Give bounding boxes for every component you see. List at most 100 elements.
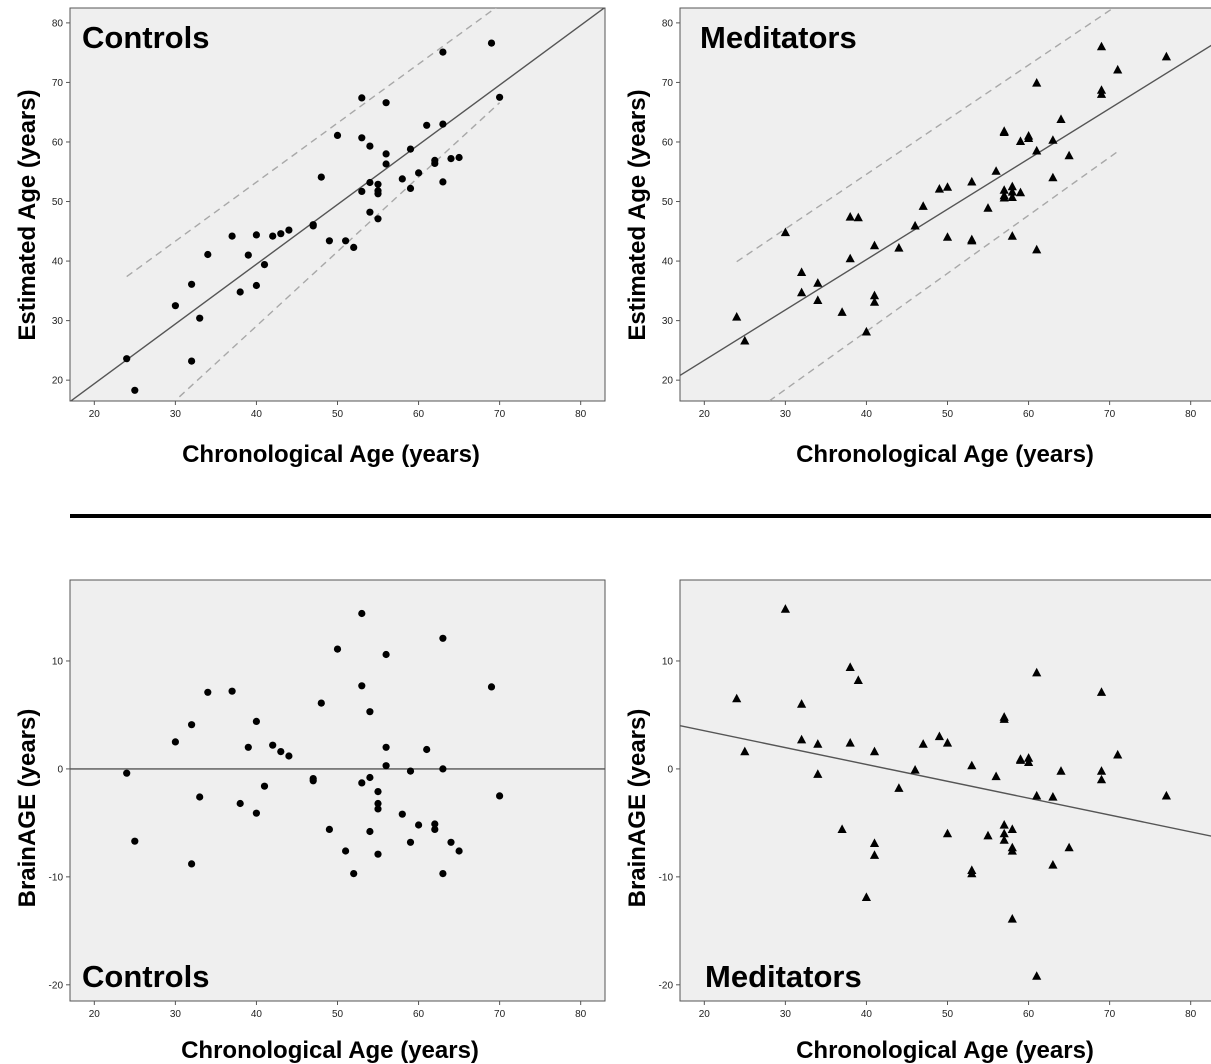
y-tick-label: 40 [52, 257, 64, 268]
data-point [350, 243, 358, 251]
data-point [342, 237, 350, 245]
data-point [1015, 136, 1026, 145]
data-point [236, 288, 244, 296]
x-tick-label: 40 [861, 1009, 873, 1020]
data-point [350, 870, 358, 878]
data-point [252, 809, 260, 817]
plot-area [69, 579, 606, 1002]
data-point [204, 250, 212, 259]
y-tick-label: 80 [52, 18, 64, 29]
data-point [861, 892, 871, 901]
data-point [439, 870, 447, 878]
data-point [813, 295, 823, 304]
data-point [374, 850, 382, 858]
data-point [228, 232, 236, 240]
data-point [358, 779, 366, 787]
data-point [439, 765, 447, 773]
y-axis-title: Estimated Age (years) [14, 89, 41, 340]
y-tick-label: 0 [57, 764, 63, 775]
data-point [869, 838, 880, 847]
data-point [123, 355, 131, 363]
data-point [1015, 187, 1026, 197]
data-point [196, 793, 204, 801]
data-point [869, 746, 880, 756]
y-tick-label: 70 [52, 78, 64, 89]
data-point [382, 762, 390, 770]
y-tick-label: 20 [52, 376, 64, 387]
x-axis-title: Chronological Age (years) [796, 1037, 1094, 1064]
data-point [244, 251, 252, 259]
y-tick-label: 30 [662, 316, 674, 327]
data-point [999, 185, 1009, 194]
data-point [455, 847, 463, 855]
data-point [1048, 135, 1058, 144]
data-point [1064, 150, 1074, 160]
y-tick-label: 40 [662, 257, 674, 268]
x-tick-label: 70 [1104, 1009, 1116, 1020]
data-point [366, 773, 374, 782]
data-point [358, 682, 366, 690]
panel-title: Controls [82, 20, 209, 55]
x-ticks: 20 30 40 50 60 70 80 [699, 1001, 1197, 1020]
data-point [382, 150, 390, 158]
x-ticks: 20 30 40 50 60 70 80 [89, 401, 587, 420]
x-tick-label: 80 [575, 1009, 587, 1020]
data-point [780, 227, 790, 237]
x-tick-label: 80 [1185, 1009, 1197, 1020]
x-tick-label: 60 [413, 1009, 425, 1020]
data-point [1056, 114, 1066, 123]
y-axis-title: BrainAGE (years) [14, 709, 41, 908]
data-point [366, 142, 374, 150]
plot-content [70, 8, 605, 401]
data-point [131, 837, 139, 845]
panel-title: Meditators [700, 20, 857, 55]
data-point [967, 760, 977, 770]
data-point [797, 699, 807, 708]
panel-title: Meditators [705, 959, 862, 994]
data-point [358, 187, 366, 195]
data-point [196, 314, 204, 322]
x-tick-label: 70 [494, 409, 506, 420]
data-point [431, 825, 439, 834]
data-point [398, 175, 406, 183]
data-point [439, 178, 447, 186]
data-point [869, 850, 880, 859]
data-point [447, 155, 455, 163]
x-axis-title: Chronological Age (years) [181, 1037, 479, 1064]
data-point [447, 838, 455, 846]
data-point [171, 738, 179, 746]
data-point [934, 184, 944, 193]
y-tick-label: 20 [662, 376, 674, 387]
data-point [188, 280, 196, 288]
x-tick-label: 50 [942, 1009, 954, 1020]
prediction-interval-line [126, 8, 497, 278]
data-point [487, 683, 496, 691]
y-tick-label: 70 [662, 78, 674, 89]
data-point [740, 746, 750, 756]
data-point [277, 230, 285, 238]
data-point [845, 738, 855, 747]
data-point [325, 825, 333, 834]
data-point [188, 721, 196, 729]
data-point [1096, 774, 1107, 784]
y-tick-label: -10 [659, 872, 674, 883]
data-point [942, 738, 953, 747]
data-point [942, 828, 953, 838]
data-point [894, 783, 904, 792]
y-ticks: -20 -10 0 10 [659, 656, 680, 991]
data-point [188, 860, 196, 868]
x-tick-label: 70 [494, 1009, 506, 1020]
data-point [740, 335, 750, 345]
x-tick-label: 30 [780, 1009, 792, 1020]
data-points [123, 609, 504, 878]
data-point [204, 688, 212, 696]
data-point [374, 805, 382, 813]
data-point [366, 178, 374, 187]
data-point [252, 281, 260, 290]
data-point [309, 777, 317, 785]
data-point [999, 127, 1009, 136]
data-point [1007, 914, 1017, 923]
data-point [1024, 131, 1034, 140]
data-point [496, 93, 504, 101]
data-point [910, 765, 920, 774]
